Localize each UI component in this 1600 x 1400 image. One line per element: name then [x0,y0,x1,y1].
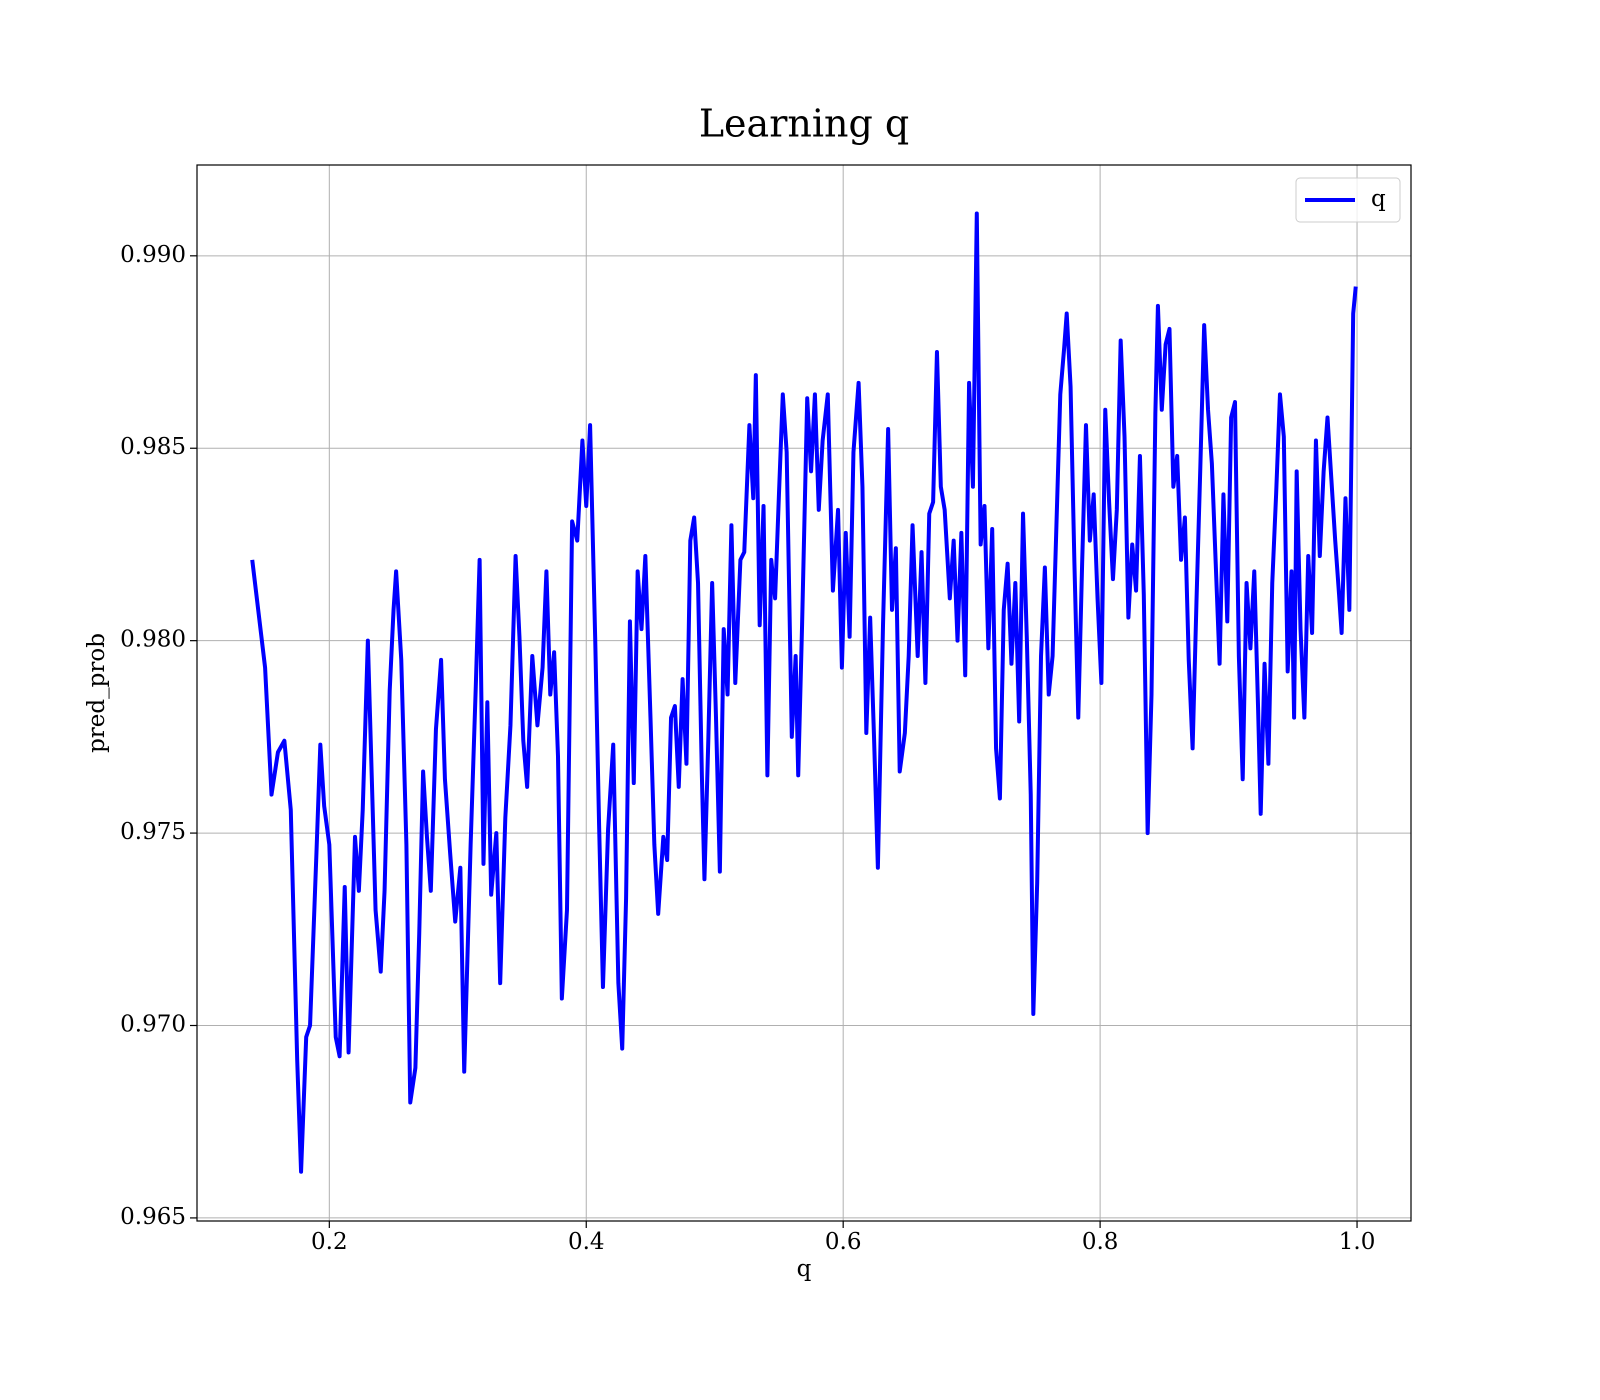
data-line [250,211,1358,1174]
chart-title: Learning q [699,102,909,146]
plot-frame [196,164,1412,1222]
x-tick-label: 0.6 [825,1229,862,1255]
y-tick-label: 0.975 [120,819,186,845]
y-tick-label: 0.990 [120,242,186,268]
x-tick-label: 0.2 [311,1229,348,1255]
y-tick-label: 0.985 [120,434,186,460]
x-tick-label: 0.4 [568,1229,605,1255]
x-tick-label: 0.8 [1082,1229,1119,1255]
x-tick-label: 1.0 [1339,1229,1376,1255]
y-axis-label: pred_prob [84,633,110,753]
y-tick-label: 0.965 [120,1204,186,1230]
y-tick-label: 0.970 [120,1012,186,1038]
y-tick-label: 0.980 [120,627,186,653]
legend-label: q [1371,186,1386,212]
x-axis-label: q [797,1256,812,1282]
